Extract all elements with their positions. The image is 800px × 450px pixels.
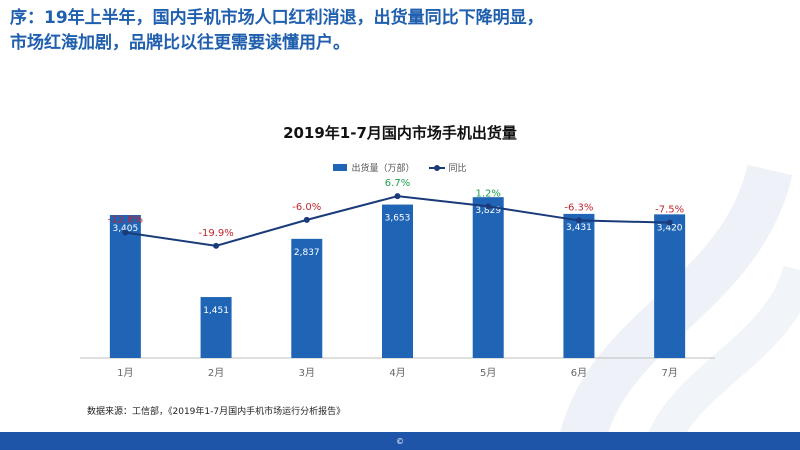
x-tick-label: 6月 — [571, 367, 587, 379]
x-tick-label: 4月 — [389, 367, 405, 379]
bar-value-label: 1,451 — [203, 306, 229, 316]
yoy-point — [122, 229, 129, 236]
yoy-point — [303, 216, 310, 223]
yoy-point — [485, 203, 492, 210]
bar-value-label: 3,405 — [112, 224, 138, 234]
bar — [472, 197, 504, 358]
legend-line-label: 同比 — [448, 164, 467, 174]
source-note: 数据来源：工信部，《2019年1-7月国内手机市场运行分析报告》 — [87, 407, 346, 417]
yoy-point — [666, 219, 673, 226]
bar-value-label: 3,420 — [657, 223, 683, 233]
bar — [291, 238, 323, 358]
bar — [563, 213, 595, 358]
x-tick-label: 7月 — [661, 367, 677, 379]
legend-item-line: 同比 — [428, 161, 467, 174]
yoy-point — [394, 193, 401, 200]
x-tick-label: 1月 — [117, 367, 133, 379]
x-tick-label: 3月 — [299, 367, 315, 379]
footer-bar: © — [0, 432, 800, 450]
yoy-value-label: 1.2% — [476, 188, 501, 199]
bar-value-label: 3,431 — [566, 223, 592, 233]
x-tick-label: 5月 — [480, 367, 496, 379]
bar — [109, 214, 141, 358]
yoy-value-label: -12.8% — [108, 215, 143, 226]
legend-bar-swatch — [333, 164, 348, 171]
yoy-value-label: 6.7% — [385, 178, 410, 189]
yoy-point — [213, 242, 220, 249]
yoy-value-label: -6.3% — [564, 202, 593, 213]
chart-title: 2019年1-7月国内市场手机出货量 — [283, 124, 517, 142]
yoy-point — [575, 217, 582, 224]
headline: 序：19年上半年，国内手机市场人口红利消退，出货量同比下降明显， 市场红海加剧，… — [10, 6, 790, 56]
yoy-value-label: -6.0% — [292, 202, 321, 213]
bar — [382, 204, 413, 358]
x-tick-label: 2月 — [208, 367, 224, 379]
chart-legend: 出货量（万部） 同比 — [0, 161, 800, 174]
legend-line-swatch — [428, 164, 445, 171]
legend-bar-label: 出货量（万部） — [351, 164, 415, 174]
yoy-value-label: -19.9% — [198, 228, 233, 239]
bar-value-label: 3,829 — [475, 206, 501, 216]
legend-item-bar: 出货量（万部） — [333, 161, 415, 174]
bar-value-label: 2,837 — [294, 248, 320, 258]
headline-line-1: 序：19年上半年，国内手机市场人口红利消退，出货量同比下降明显， — [10, 8, 544, 28]
yoy-value-label: -7.5% — [655, 205, 684, 216]
bar-value-label: 3,653 — [385, 214, 411, 224]
headline-line-2: 市场红海加剧，品牌比以往更需要读懂用户。 — [10, 33, 350, 53]
footer-copyright: © — [396, 436, 404, 446]
bar — [654, 214, 686, 358]
bar — [200, 297, 232, 358]
